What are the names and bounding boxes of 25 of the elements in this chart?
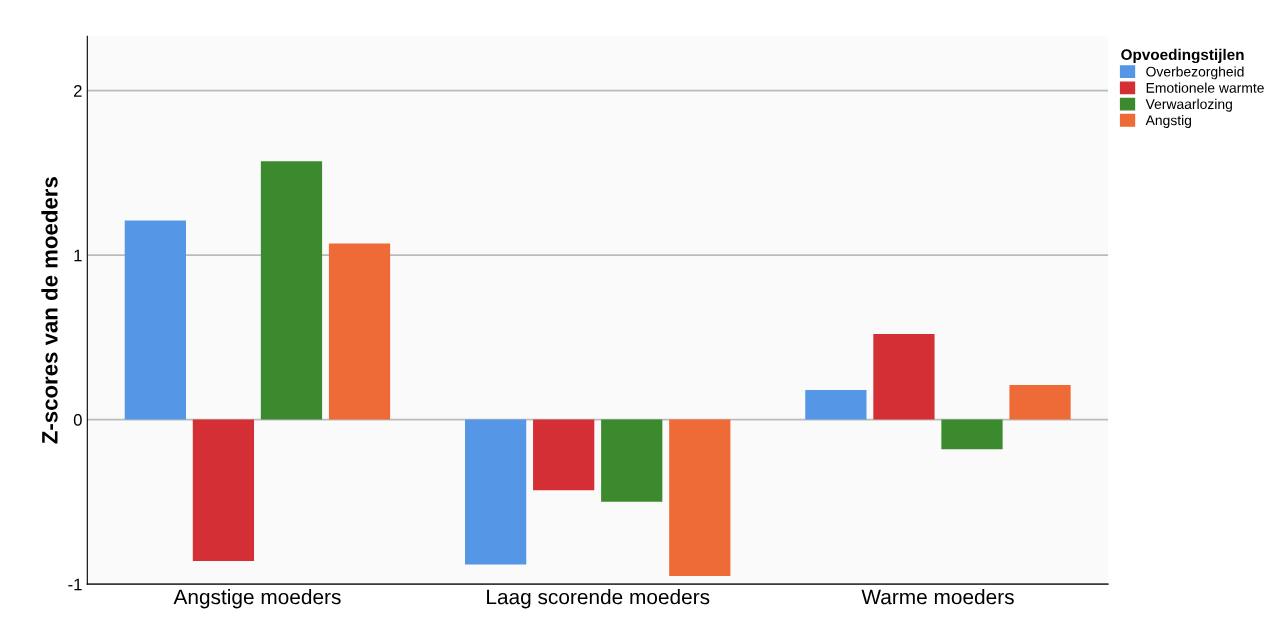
x-tick-label: Warme moeders	[861, 588, 1014, 605]
legend-label: Verwaarlozing	[1145, 98, 1232, 112]
bar	[533, 419, 595, 491]
bar	[328, 243, 391, 420]
legend-label: Overbezorgheid	[1146, 66, 1244, 80]
y-tick-label: 1	[74, 249, 82, 262]
bar	[465, 419, 527, 565]
bar	[124, 220, 186, 420]
x-tick-label: Angstige moeders	[173, 588, 341, 609]
legend-title: Opvoedingstijlen	[1121, 48, 1244, 64]
y-axis-title: Z-scores van de moeders	[41, 177, 58, 444]
y-tick-label: -1	[68, 578, 82, 591]
bar	[1009, 385, 1071, 420]
legend-label: Emotionele warmte	[1146, 82, 1264, 93]
bar	[805, 390, 867, 420]
legend-label: Angstig	[1145, 115, 1192, 128]
bar	[669, 419, 731, 576]
x-tick-label: Laag scorende moeders	[487, 588, 710, 609]
bar	[192, 419, 255, 562]
y-tick-label: 2	[74, 85, 82, 97]
bar	[601, 419, 663, 502]
bar	[941, 419, 1003, 450]
y-tick-label: 0	[73, 414, 82, 426]
bar	[873, 334, 935, 420]
bar	[260, 161, 323, 420]
